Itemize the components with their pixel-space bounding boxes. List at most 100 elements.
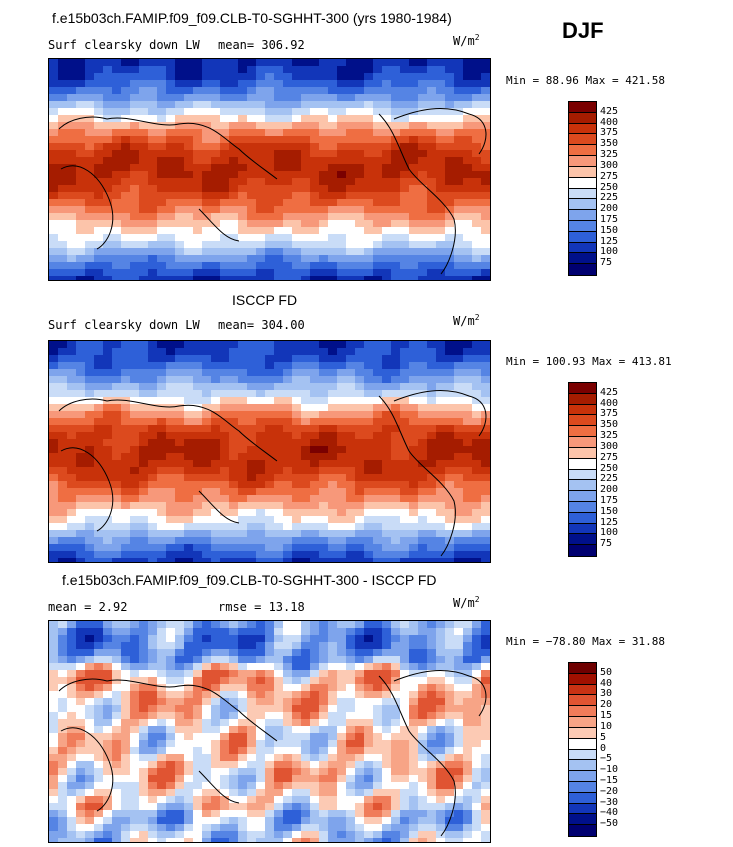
coastline [106, 679, 278, 742]
colorbar-label: 20 [600, 699, 613, 711]
colorbar-label: 350 [600, 138, 619, 150]
colorbar-swatch [569, 231, 596, 243]
coastline [198, 770, 240, 804]
colorbar-swatch [569, 523, 596, 535]
colorbar-label: −5 [600, 753, 613, 765]
colorbar-swatch [569, 781, 596, 793]
panel3-colorbar [568, 662, 597, 837]
colorbar-swatch [569, 123, 596, 135]
colorbar-swatch [569, 210, 596, 221]
colorbar-label: 375 [600, 127, 619, 139]
colorbar-label: 425 [600, 105, 619, 117]
panel1-map [48, 58, 491, 281]
colorbar-swatch [569, 188, 596, 200]
colorbar-label: 125 [600, 235, 619, 247]
panel2-title: ISCCP FD [232, 292, 298, 308]
colorbar-label: −10 [600, 764, 619, 776]
colorbar-label: 50 [600, 666, 613, 678]
colorbar-swatch [569, 469, 596, 481]
colorbar-swatch [569, 102, 596, 113]
colorbar-label: 30 [600, 688, 613, 700]
colorbar-swatch [569, 447, 596, 459]
colorbar-swatch [569, 242, 596, 254]
panel3-mean: mean = 2.92 [48, 600, 128, 614]
colorbar-swatch [569, 220, 596, 232]
colorbar-swatch [569, 458, 596, 470]
panel2-map [48, 340, 491, 563]
colorbar-label: −20 [600, 785, 619, 797]
colorbar-label: 350 [600, 419, 619, 431]
panel3-minmax: Min = −78.80 Max = 31.88 [506, 635, 665, 648]
coastline [378, 113, 456, 275]
colorbar-label: 150 [600, 224, 619, 236]
colorbar-swatch [569, 534, 596, 546]
colorbar-label: 225 [600, 473, 619, 485]
colorbar-swatch [569, 825, 596, 836]
colorbar-swatch [569, 253, 596, 265]
colorbar-label: 250 [600, 181, 619, 193]
panel2-units: W/m2 [453, 313, 480, 328]
panel1-title: f.e15b03ch.FAMIP.f09_f09.CLB-T0-SGHHT-30… [52, 10, 452, 26]
colorbar-label: 10 [600, 720, 613, 732]
panel1-colorbar [568, 101, 597, 276]
coastline [58, 678, 108, 692]
colorbar-swatch [569, 771, 596, 782]
colorbar-swatch [569, 501, 596, 513]
panel3-map [48, 620, 491, 843]
colorbar-swatch [569, 166, 596, 178]
colorbar-label: 275 [600, 170, 619, 182]
colorbar-label: 100 [600, 527, 619, 539]
coastline [378, 395, 456, 557]
colorbar-label: 15 [600, 710, 613, 722]
colorbar-swatch [569, 156, 596, 167]
colorbar-label: 125 [600, 516, 619, 528]
panel3-map-svg [49, 621, 490, 842]
colorbar-label: 300 [600, 159, 619, 171]
colorbar-label: 40 [600, 677, 613, 689]
colorbar-swatch [569, 727, 596, 739]
colorbar-swatch [569, 738, 596, 750]
colorbar-swatch [569, 663, 596, 674]
colorbar-swatch [569, 437, 596, 448]
colorbar-swatch [569, 760, 596, 772]
colorbar-swatch [569, 545, 596, 556]
panel1-mean: mean= 306.92 [218, 38, 305, 52]
coastline [198, 490, 240, 524]
panel3-units: W/m2 [453, 595, 480, 610]
coastline [393, 390, 487, 437]
colorbar-label: 100 [600, 246, 619, 258]
colorbar-label: 300 [600, 440, 619, 452]
colorbar-swatch [569, 404, 596, 416]
colorbar-label: 175 [600, 213, 619, 225]
colorbar-label: 325 [600, 149, 619, 161]
colorbar-label: 5 [600, 731, 607, 743]
colorbar-swatch [569, 415, 596, 427]
colorbar-label: −15 [600, 774, 619, 786]
panel1-map-svg [49, 59, 490, 280]
panel2-minmax: Min = 100.93 Max = 413.81 [506, 355, 672, 368]
colorbar-swatch [569, 749, 596, 761]
panel1-variable: Surf clearsky down LW [48, 38, 200, 52]
panel2-colorbar [568, 382, 597, 557]
coastline [393, 108, 487, 155]
panel1-units: W/m2 [453, 33, 480, 48]
colorbar-swatch [569, 814, 596, 826]
colorbar-label: 325 [600, 430, 619, 442]
colorbar-swatch [569, 717, 596, 728]
colorbar-label: −30 [600, 796, 619, 808]
panel2-mean: mean= 304.00 [218, 318, 305, 332]
colorbar-swatch [569, 695, 596, 707]
panel2-map-svg [49, 341, 490, 562]
colorbar-swatch [569, 264, 596, 275]
colorbar-label: −40 [600, 807, 619, 819]
colorbar-label: 275 [600, 451, 619, 463]
colorbar-swatch [569, 706, 596, 718]
colorbar-swatch [569, 803, 596, 815]
colorbar-swatch [569, 491, 596, 502]
coastline [393, 670, 487, 717]
colorbar-swatch [569, 383, 596, 394]
colorbar-swatch [569, 177, 596, 189]
coastline [198, 208, 240, 242]
colorbar-swatch [569, 393, 596, 405]
panel3-rmse: rmse = 13.18 [218, 600, 305, 614]
